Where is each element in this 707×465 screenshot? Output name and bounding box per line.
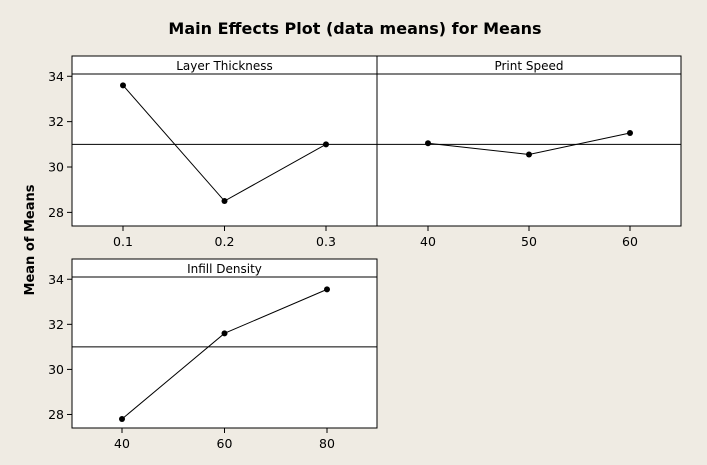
- panel-label: Print Speed: [494, 59, 563, 73]
- data-point: [425, 140, 431, 147]
- data-point: [221, 330, 228, 337]
- panel-label: Layer Thickness: [176, 59, 273, 73]
- x-tick-label: 50: [521, 234, 537, 249]
- data-point: [323, 141, 329, 148]
- panel-1: Print Speed 40 50 60: [376, 55, 682, 249]
- x-tick-label: 0.2: [215, 234, 235, 249]
- y-tick-label: 34: [48, 69, 64, 84]
- y-tick-label: 28: [48, 205, 64, 220]
- y-tick-label: 30: [48, 362, 64, 377]
- x-tick-label: 40: [420, 234, 436, 249]
- data-point: [221, 198, 228, 205]
- x-tick-label: 0.3: [316, 234, 336, 249]
- data-point: [120, 82, 126, 89]
- panel-2: Infill Density 28 30 32 34 40 60 80: [48, 258, 378, 451]
- y-axis-label: Mean of Means: [23, 184, 38, 295]
- x-tick-label: 60: [217, 436, 233, 451]
- panel-label: Infill Density: [187, 262, 262, 276]
- panel-frame: [71, 258, 378, 429]
- chart-title: Main Effects Plot (data means) for Means: [168, 19, 541, 38]
- x-tick-label: 40: [114, 436, 130, 451]
- data-point: [324, 286, 330, 293]
- x-tick-label: 0.1: [113, 234, 133, 249]
- y-tick-label: 34: [48, 272, 64, 287]
- panel-0: Layer Thickness 28 30 32 34 0.1 0.2 0.3: [48, 55, 378, 249]
- data-point: [119, 415, 125, 422]
- x-tick-label: 60: [622, 234, 638, 249]
- y-tick-label: 32: [48, 317, 64, 332]
- y-tick-label: 30: [48, 160, 64, 175]
- y-tick-label: 28: [48, 407, 64, 422]
- panel-frame: [376, 55, 682, 227]
- data-point: [627, 129, 633, 136]
- x-tick-label: 80: [319, 436, 335, 451]
- chart-panels: Layer Thickness 28 30 32 34 0.1 0.2 0.3 Print Sp…: [48, 55, 682, 451]
- data-point: [526, 151, 532, 158]
- y-tick-label: 32: [48, 114, 64, 129]
